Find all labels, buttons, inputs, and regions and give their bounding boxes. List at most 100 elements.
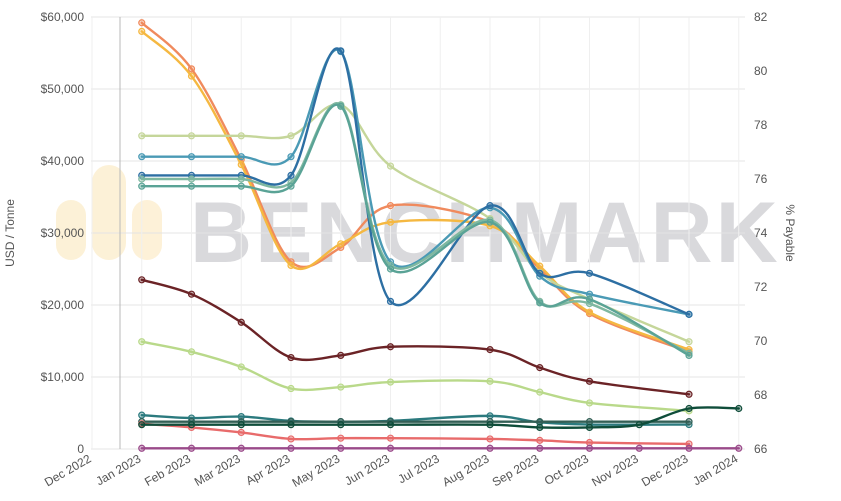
data-point[interactable] <box>138 19 146 27</box>
data-point[interactable] <box>138 411 146 419</box>
data-point[interactable] <box>735 404 743 413</box>
data-point[interactable] <box>685 418 693 426</box>
data-point[interactable] <box>585 399 594 407</box>
data-point[interactable] <box>138 153 146 161</box>
data-point[interactable] <box>287 421 295 429</box>
data-point[interactable] <box>337 434 345 442</box>
data-point[interactable] <box>386 297 395 305</box>
data-point[interactable] <box>536 388 544 396</box>
data-point[interactable] <box>138 338 146 346</box>
data-point[interactable] <box>386 202 395 210</box>
data-point[interactable] <box>237 363 245 371</box>
data-point[interactable] <box>237 444 245 452</box>
data-point[interactable] <box>237 132 245 140</box>
data-point[interactable] <box>187 348 196 356</box>
data-point[interactable] <box>337 240 345 248</box>
data-point[interactable] <box>237 161 245 169</box>
data-point[interactable] <box>237 175 245 183</box>
data-point[interactable] <box>187 175 196 183</box>
data-point[interactable] <box>685 338 693 346</box>
data-point[interactable] <box>287 171 295 179</box>
data-point[interactable] <box>287 261 295 269</box>
data-point[interactable] <box>536 418 544 426</box>
data-point[interactable] <box>685 444 693 452</box>
data-point[interactable] <box>735 444 743 452</box>
data-point[interactable] <box>685 351 693 359</box>
data-point[interactable] <box>486 421 494 429</box>
data-point[interactable] <box>287 182 295 190</box>
data-point[interactable] <box>486 444 494 452</box>
data-point[interactable] <box>685 390 693 398</box>
x-tick-label: Jul 2023 <box>395 451 442 486</box>
data-point[interactable] <box>585 418 594 426</box>
data-point[interactable] <box>386 162 395 170</box>
data-point[interactable] <box>536 423 544 431</box>
data-point[interactable] <box>585 423 594 431</box>
data-point[interactable] <box>585 438 594 447</box>
data-point[interactable] <box>287 132 295 140</box>
data-point[interactable] <box>287 353 295 362</box>
series-14 <box>138 404 743 431</box>
data-point[interactable] <box>138 175 146 183</box>
data-point[interactable] <box>486 377 494 385</box>
data-point[interactable] <box>337 47 345 55</box>
data-point[interactable] <box>287 444 295 452</box>
data-point[interactable] <box>187 421 196 429</box>
data-point[interactable] <box>386 218 395 226</box>
data-point[interactable] <box>486 218 494 226</box>
data-point[interactable] <box>337 421 345 429</box>
data-point[interactable] <box>187 182 196 190</box>
data-point[interactable] <box>536 436 544 444</box>
data-point[interactable] <box>486 202 494 210</box>
data-point[interactable] <box>187 65 196 73</box>
data-point[interactable] <box>237 318 245 326</box>
data-point[interactable] <box>486 412 494 420</box>
data-point[interactable] <box>685 404 693 413</box>
data-point[interactable] <box>536 444 544 452</box>
data-point[interactable] <box>138 276 146 284</box>
data-point[interactable] <box>337 383 345 391</box>
data-point[interactable] <box>635 421 643 429</box>
data-point[interactable] <box>635 444 643 452</box>
data-point[interactable] <box>386 444 395 452</box>
data-point[interactable] <box>237 153 245 161</box>
data-point[interactable] <box>237 421 245 429</box>
data-point[interactable] <box>386 434 395 442</box>
data-point[interactable] <box>187 290 196 298</box>
data-point[interactable] <box>536 364 544 372</box>
data-point[interactable] <box>536 299 544 307</box>
data-point[interactable] <box>138 421 146 429</box>
data-point[interactable] <box>138 27 146 35</box>
data-point[interactable] <box>585 377 594 385</box>
data-point[interactable] <box>187 444 196 452</box>
data-point[interactable] <box>287 384 295 393</box>
data-point[interactable] <box>585 269 594 277</box>
data-point[interactable] <box>187 132 196 140</box>
data-point[interactable] <box>287 435 295 443</box>
data-point[interactable] <box>386 421 395 429</box>
data-point[interactable] <box>486 435 494 443</box>
data-point[interactable] <box>585 295 594 303</box>
data-point[interactable] <box>138 132 146 140</box>
data-point[interactable] <box>536 262 544 270</box>
data-point[interactable] <box>585 290 594 298</box>
data-point[interactable] <box>585 444 594 452</box>
data-point[interactable] <box>187 72 196 80</box>
data-point[interactable] <box>536 269 544 277</box>
data-point[interactable] <box>138 182 146 190</box>
data-point[interactable] <box>585 308 594 316</box>
data-point[interactable] <box>138 444 146 452</box>
data-point[interactable] <box>337 444 345 452</box>
data-point[interactable] <box>386 265 395 273</box>
data-point[interactable] <box>187 153 196 161</box>
data-point[interactable] <box>337 102 345 110</box>
data-point[interactable] <box>237 413 245 421</box>
data-point[interactable] <box>237 182 245 190</box>
data-point[interactable] <box>386 343 395 351</box>
data-point[interactable] <box>237 428 245 437</box>
data-point[interactable] <box>685 310 693 318</box>
data-point[interactable] <box>386 378 395 386</box>
data-point[interactable] <box>287 153 295 161</box>
data-point[interactable] <box>337 351 345 359</box>
data-point[interactable] <box>486 346 494 354</box>
